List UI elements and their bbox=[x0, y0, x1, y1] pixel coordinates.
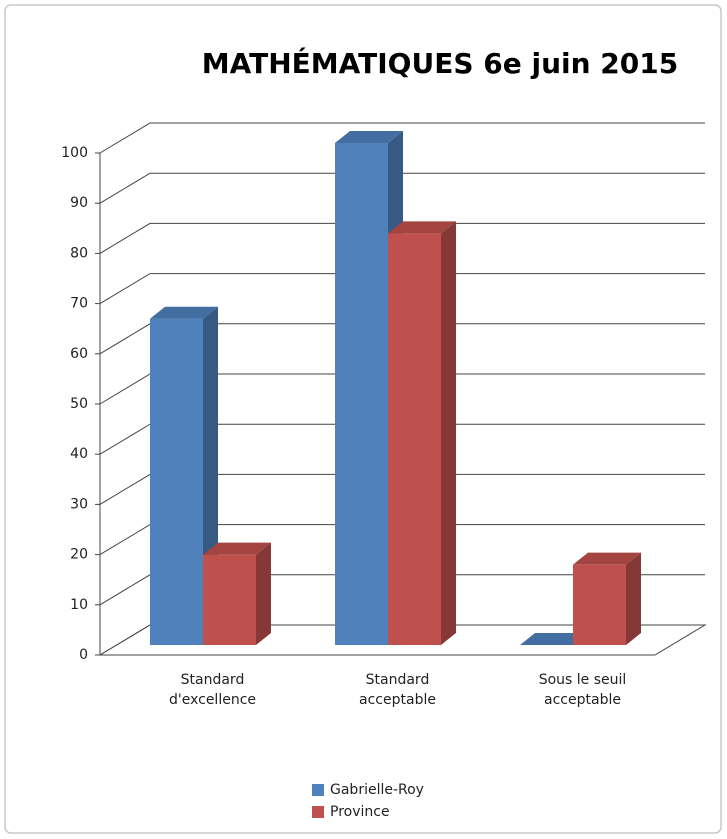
y-tick-label: 70 bbox=[70, 296, 88, 312]
grid-line bbox=[99, 273, 705, 305]
bar bbox=[150, 306, 218, 645]
bar bbox=[203, 542, 271, 645]
y-tick-label: 10 bbox=[70, 597, 88, 613]
y-tick-label: 80 bbox=[70, 245, 88, 261]
bar bbox=[520, 633, 588, 645]
y-tick-label: 100 bbox=[61, 145, 88, 161]
grid-line bbox=[99, 222, 705, 254]
y-tick-label: 20 bbox=[70, 547, 88, 563]
chart-title: MATHÉMATIQUES 6e juin 2015 bbox=[202, 46, 678, 80]
bar-front bbox=[335, 143, 388, 645]
bar-top bbox=[573, 552, 641, 565]
y-tick-label: 90 bbox=[70, 195, 88, 211]
y-tick-label: 60 bbox=[70, 346, 88, 362]
grid-line bbox=[99, 172, 705, 204]
bar-top bbox=[520, 633, 588, 645]
x-tick-label: Sous le seuil acceptable bbox=[538, 672, 627, 708]
bar-top bbox=[335, 131, 403, 143]
bar-top bbox=[388, 221, 456, 234]
bar-front bbox=[203, 554, 256, 645]
y-tick-label: 50 bbox=[70, 396, 88, 412]
legend-label: Province bbox=[330, 804, 390, 820]
bar bbox=[388, 221, 456, 646]
legend-swatch bbox=[312, 806, 324, 818]
bar-front bbox=[573, 564, 626, 645]
x-tick-label: Standard d'excellence bbox=[168, 672, 257, 708]
bar-side bbox=[626, 552, 641, 645]
bar-top bbox=[150, 306, 218, 319]
y-tick-label: 0 bbox=[79, 647, 88, 663]
bar-top bbox=[203, 542, 271, 555]
bar-front bbox=[150, 318, 203, 645]
grid-line bbox=[99, 122, 705, 154]
y-tick-label: 30 bbox=[70, 496, 88, 512]
bar-side bbox=[441, 221, 456, 646]
y-tick-label: 40 bbox=[70, 446, 88, 462]
bar-front bbox=[388, 233, 441, 646]
bar bbox=[573, 552, 641, 645]
legend-swatch bbox=[312, 784, 324, 796]
x-tick-label: Standard acceptable bbox=[359, 672, 436, 708]
bar-side bbox=[256, 542, 271, 645]
legend-label: Gabrielle-Roy bbox=[330, 782, 424, 798]
